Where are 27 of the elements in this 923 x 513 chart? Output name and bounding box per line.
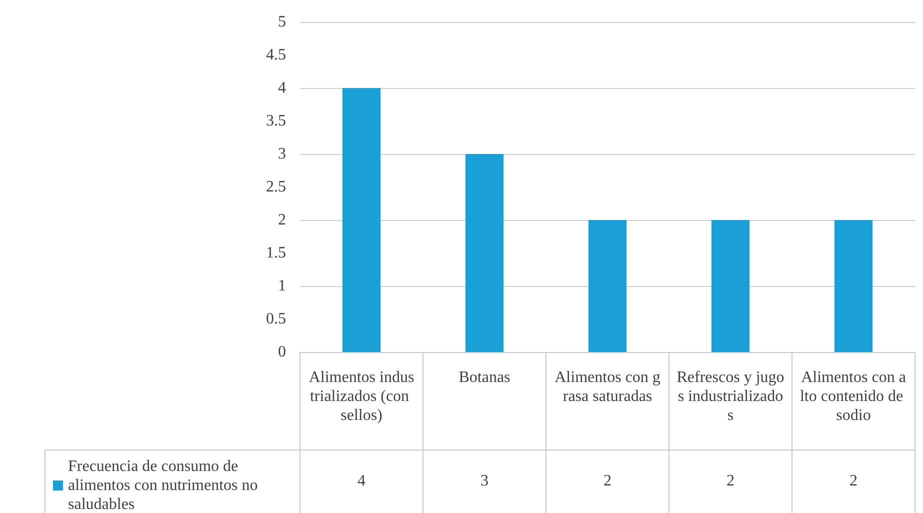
x-tick-label: Alimentos con alto contenido de sodio	[800, 369, 908, 424]
y-tick-label: 5	[278, 14, 286, 30]
data-label: 4	[358, 472, 366, 490]
y-tick-label: 4.5	[266, 46, 286, 64]
bar	[588, 220, 627, 352]
data-label: 2	[850, 472, 858, 490]
bar	[834, 220, 873, 352]
bar	[342, 88, 381, 352]
y-tick-label: 1.5	[266, 244, 286, 262]
bar	[711, 220, 750, 352]
x-tick-label: Refrescos y jugos industrializados	[676, 369, 784, 424]
x-tick-label: Botanas	[458, 369, 510, 386]
data-label: 3	[480, 472, 488, 490]
y-tick-label: 0	[278, 344, 286, 360]
x-tick-label: Alimentos con grasa saturadas	[554, 369, 660, 405]
y-tick-label: 0.5	[266, 310, 286, 328]
legend-label: Frecuencia de consumo de alimentos con nutrimentos no saludables	[68, 458, 262, 513]
y-tick-label: 3	[278, 146, 286, 162]
data-label: 2	[726, 472, 734, 490]
x-tick-label: Alimentos industrializados (con sellos)	[308, 369, 414, 424]
data-label: 2	[604, 472, 612, 490]
y-tick-label: 2.5	[266, 178, 286, 196]
y-tick-label: 2	[278, 212, 286, 228]
y-tick-label: 1	[278, 278, 286, 294]
y-tick-label: 4	[278, 80, 286, 96]
bar	[465, 154, 504, 352]
y-tick-label: 3.5	[266, 112, 286, 130]
